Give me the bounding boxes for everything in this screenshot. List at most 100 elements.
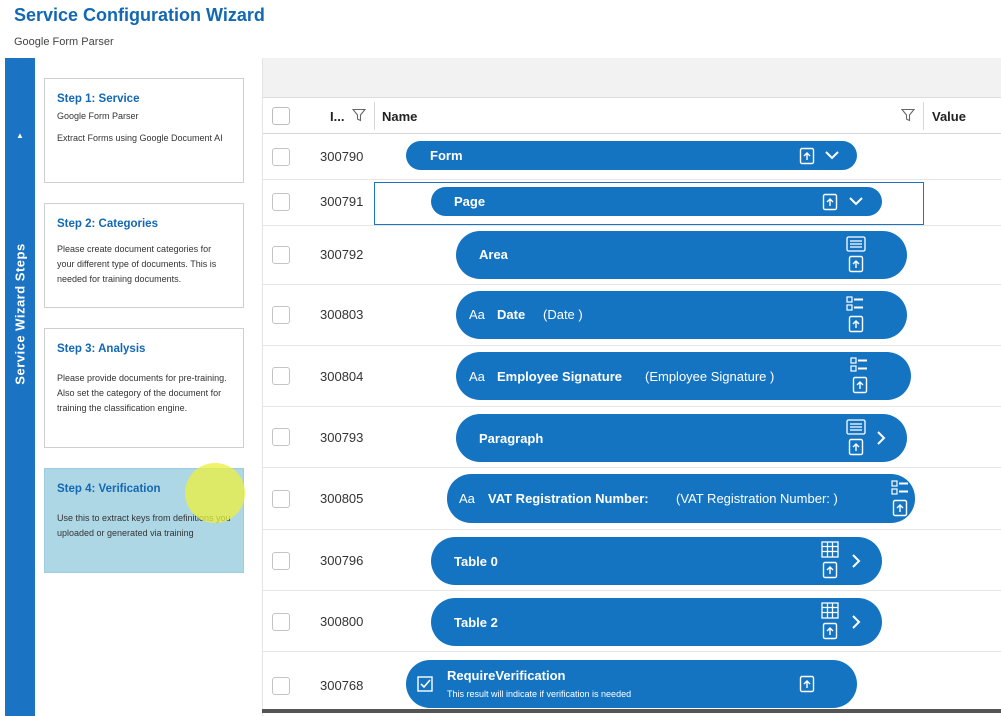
step-description: Please provide documents for pre-trainin… bbox=[57, 373, 227, 413]
node-pill[interactable]: Paragraph bbox=[456, 414, 907, 462]
list-icon[interactable] bbox=[846, 419, 866, 435]
table-row-selected[interactable]: 300791 Page bbox=[263, 180, 1001, 226]
table-row[interactable]: 300796 Table 0 bbox=[263, 530, 1001, 591]
upload-icon[interactable] bbox=[852, 376, 868, 394]
row-id: 300793 bbox=[320, 430, 364, 445]
row-checkbox[interactable] bbox=[272, 367, 290, 385]
node-pill[interactable]: Table 2 bbox=[431, 598, 882, 646]
table-row[interactable]: 300793 Paragraph bbox=[263, 407, 1001, 468]
node-pill[interactable]: Aa Date (Date ) bbox=[456, 291, 907, 339]
grid-header: I... Name Value bbox=[263, 98, 1001, 134]
upload-icon[interactable] bbox=[848, 315, 864, 333]
row-checkbox[interactable] bbox=[272, 490, 290, 508]
row-checkbox[interactable] bbox=[272, 246, 290, 264]
chevron-down-icon[interactable] bbox=[824, 149, 840, 161]
node-type: (Employee Signature ) bbox=[645, 369, 775, 384]
node-label: Page bbox=[454, 194, 486, 209]
table-row[interactable]: 300790 Form bbox=[263, 135, 1001, 180]
column-header-name[interactable]: Name bbox=[382, 109, 418, 124]
chevron-right-icon[interactable] bbox=[850, 614, 862, 630]
column-header-id[interactable]: I... bbox=[330, 109, 345, 124]
row-checkbox[interactable] bbox=[272, 677, 290, 695]
row-id: 300805 bbox=[320, 491, 364, 506]
chevron-right-icon[interactable] bbox=[850, 553, 862, 569]
steps-panel: Step 1: Service Google Form Parser Extra… bbox=[35, 58, 262, 716]
upload-icon[interactable] bbox=[848, 438, 864, 456]
node-type: (Date ) bbox=[543, 307, 583, 322]
horizontal-scrollbar[interactable] bbox=[262, 709, 1001, 713]
node-pill[interactable]: Table 0 bbox=[431, 537, 882, 585]
upload-icon[interactable] bbox=[799, 675, 815, 693]
node-type: (VAT Registration Number: ) bbox=[676, 491, 838, 506]
node-pill[interactable]: Aa VAT Registration Number: (VAT Registr… bbox=[447, 474, 915, 523]
table-row[interactable]: 300800 Table 2 bbox=[263, 591, 1001, 652]
wizard-steps-tab[interactable]: ▲ Service Wizard Steps bbox=[5, 58, 35, 716]
row-id: 300800 bbox=[320, 614, 364, 629]
row-checkbox[interactable] bbox=[272, 306, 290, 324]
column-divider[interactable] bbox=[923, 102, 924, 130]
column-divider[interactable] bbox=[374, 102, 375, 130]
column-header-value[interactable]: Value bbox=[932, 109, 966, 124]
node-pill[interactable]: Area bbox=[456, 231, 907, 279]
text-type-prefix: Aa bbox=[459, 491, 475, 506]
checkbox-icon bbox=[417, 676, 433, 692]
text-type-prefix: Aa bbox=[469, 307, 485, 322]
step-subtitle: Google Form Parser bbox=[57, 111, 139, 121]
node-pill[interactable]: Aa Employee Signature (Employee Signatur… bbox=[456, 352, 911, 400]
row-id: 300768 bbox=[320, 678, 364, 693]
chevron-right-icon[interactable] bbox=[875, 430, 887, 446]
table-row[interactable]: 300792 Area bbox=[263, 226, 1001, 285]
upload-icon[interactable] bbox=[822, 193, 838, 211]
node-pill[interactable]: Form bbox=[406, 141, 857, 170]
upload-icon[interactable] bbox=[822, 561, 838, 579]
upload-icon[interactable] bbox=[892, 499, 908, 517]
upload-icon[interactable] bbox=[799, 147, 815, 165]
checklist-icon[interactable] bbox=[891, 480, 909, 496]
node-label: Form bbox=[430, 148, 463, 163]
node-label: RequireVerification bbox=[447, 668, 566, 683]
checklist-icon[interactable] bbox=[850, 357, 868, 373]
table-row[interactable]: 300803 Aa Date (Date ) bbox=[263, 285, 1001, 346]
row-id: 300790 bbox=[320, 149, 364, 164]
id-filter-icon[interactable] bbox=[352, 108, 366, 122]
table-row[interactable]: 300805 Aa VAT Registration Number: (VAT … bbox=[263, 468, 1001, 530]
row-checkbox[interactable] bbox=[272, 428, 290, 446]
row-selection-outline bbox=[374, 182, 924, 225]
step-title: Step 1: Service bbox=[57, 93, 140, 105]
step-card-analysis[interactable]: Step 3: Analysis Please provide document… bbox=[44, 328, 244, 448]
row-id: 300803 bbox=[320, 307, 364, 322]
table-row[interactable]: 300804 Aa Employee Signature (Employee S… bbox=[263, 346, 1001, 407]
step-description: Extract Forms using Google Document AI bbox=[57, 133, 223, 143]
step-title: Step 4: Verification bbox=[57, 483, 161, 495]
select-all-checkbox[interactable] bbox=[272, 107, 290, 125]
row-id: 300804 bbox=[320, 369, 364, 384]
node-label: Area bbox=[479, 247, 508, 262]
text-type-prefix: Aa bbox=[469, 369, 485, 384]
node-label: Date bbox=[497, 307, 526, 322]
step-title: Step 3: Analysis bbox=[57, 343, 146, 355]
list-icon[interactable] bbox=[846, 236, 866, 252]
cursor-highlight bbox=[185, 463, 245, 523]
node-pill[interactable]: RequireVerification This result will ind… bbox=[406, 660, 857, 708]
checklist-icon[interactable] bbox=[846, 296, 864, 312]
row-checkbox[interactable] bbox=[272, 552, 290, 570]
node-pill[interactable]: Page bbox=[431, 187, 882, 216]
step-card-service[interactable]: Step 1: Service Google Form Parser Extra… bbox=[44, 78, 244, 183]
upload-icon[interactable] bbox=[822, 622, 838, 640]
row-checkbox[interactable] bbox=[272, 193, 290, 211]
node-subtitle: This result will indicate if verificatio… bbox=[447, 689, 632, 699]
row-checkbox[interactable] bbox=[272, 613, 290, 631]
row-checkbox[interactable] bbox=[272, 148, 290, 166]
node-label: Table 2 bbox=[454, 615, 498, 630]
step-description: Please create document categories for yo… bbox=[57, 244, 217, 284]
name-filter-icon[interactable] bbox=[901, 108, 915, 122]
step-card-categories[interactable]: Step 2: Categories Please create documen… bbox=[44, 203, 244, 308]
table-icon[interactable] bbox=[821, 602, 839, 619]
upload-icon[interactable] bbox=[848, 255, 864, 273]
table-row[interactable]: 300768 RequireVerification This result w… bbox=[263, 652, 1001, 710]
collapse-arrow-icon[interactable]: ▲ bbox=[16, 131, 24, 140]
table-icon[interactable] bbox=[821, 541, 839, 558]
app-title: Service Configuration Wizard bbox=[14, 5, 265, 25]
chevron-down-icon[interactable] bbox=[848, 195, 864, 207]
row-id: 300791 bbox=[320, 194, 364, 209]
